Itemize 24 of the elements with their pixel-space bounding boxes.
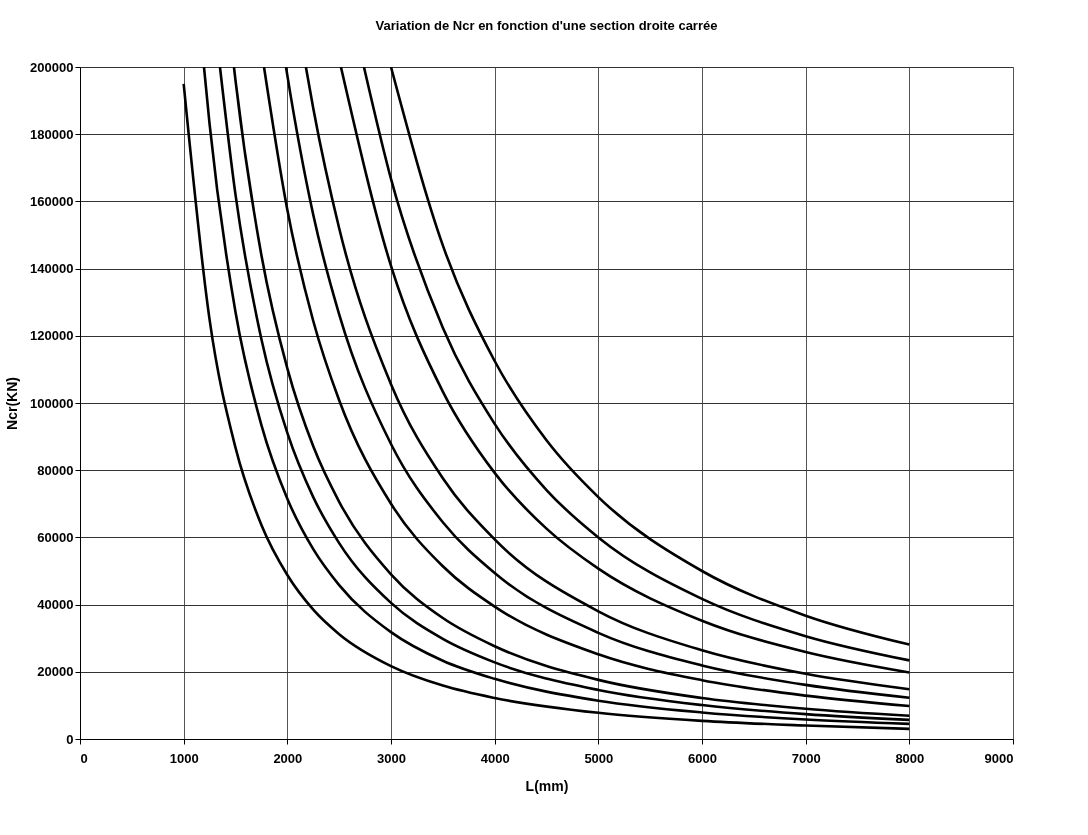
- y-tick-label: 60000: [37, 529, 74, 545]
- y-tick-label: 80000: [37, 462, 74, 478]
- y-tick-label: 140000: [30, 261, 74, 277]
- x-tick-label: 2000: [273, 750, 303, 766]
- x-tick-label: 1000: [169, 750, 199, 766]
- y-tick-label: 0: [66, 731, 74, 747]
- x-tick-label: 3000: [377, 750, 406, 766]
- x-tick-label: 6000: [688, 750, 717, 766]
- y-tick-label: 100000: [30, 395, 74, 411]
- y-tick-label: 180000: [30, 126, 74, 142]
- x-tick-label: 0: [80, 750, 88, 766]
- x-tick-label: 8000: [895, 750, 925, 766]
- x-tick-label: 7000: [791, 750, 821, 766]
- y-tick-label: 120000: [30, 328, 74, 344]
- x-tick-label: 4000: [480, 750, 510, 766]
- chart-title: Variation de Ncr en fonction d'une section droite carrée: [375, 18, 718, 33]
- x-tick-label: 5000: [584, 750, 614, 766]
- x-tick-label: 9000: [984, 750, 1014, 766]
- y-axis-title: Ncr(KN): [4, 377, 21, 430]
- y-tick-label: 40000: [37, 597, 74, 613]
- x-axis-title: L(mm): [525, 777, 569, 794]
- y-tick-label: 200000: [30, 59, 74, 75]
- y-tick-label: 160000: [30, 193, 74, 209]
- y-tick-label: 20000: [37, 664, 74, 680]
